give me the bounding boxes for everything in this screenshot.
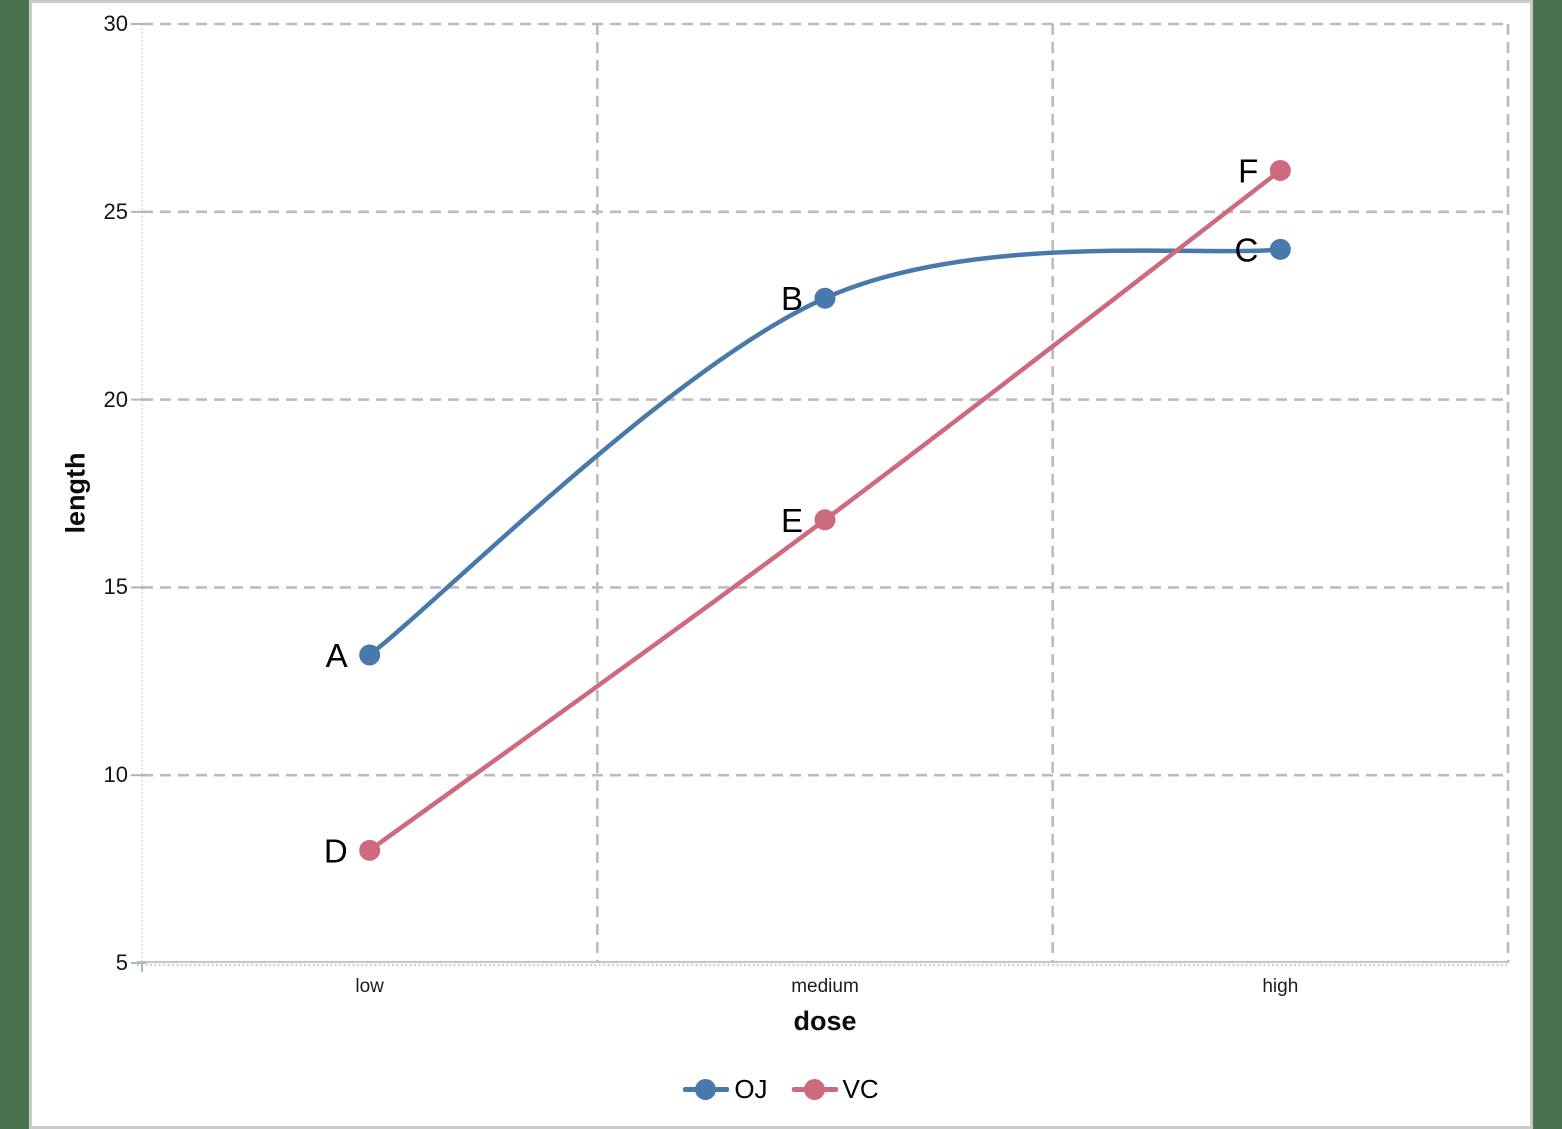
data-point-f	[1269, 159, 1291, 181]
y-tick-label: 30	[103, 11, 128, 36]
y-tick-label: 20	[103, 386, 128, 412]
point-label-f: F	[1238, 152, 1258, 189]
legend-label: VC	[842, 1074, 879, 1104]
x-tick-label-low: low	[355, 976, 384, 997]
y-tick-label: 10	[103, 762, 128, 788]
point-label-e: E	[781, 502, 803, 539]
data-point-a	[359, 644, 381, 666]
legend-line-marker-icon	[683, 1078, 730, 1100]
point-label-a: A	[326, 637, 348, 674]
y-axis-title: length	[60, 452, 91, 534]
data-point-e	[814, 509, 836, 531]
data-point-d	[359, 839, 381, 861]
legend-dot-icon	[695, 1078, 717, 1100]
data-point-c	[1269, 238, 1291, 260]
legend-item-vc: VC	[791, 1074, 879, 1104]
legend-line-marker-icon	[791, 1078, 838, 1100]
y-tick-label: 15	[103, 574, 128, 600]
legend-item-oj: OJ	[683, 1074, 768, 1104]
x-tick-label-high: high	[1262, 976, 1299, 997]
point-label-c: C	[1234, 231, 1258, 268]
data-point-b	[814, 287, 836, 309]
plot-panel	[29, 0, 1533, 1129]
legend-label: OJ	[734, 1074, 768, 1104]
chart-legend: OJ VC	[0, 1074, 1562, 1104]
x-tick-label-medium: medium	[791, 976, 859, 997]
y-tick-label: 5	[115, 950, 128, 975]
x-axis-title: dose	[793, 1006, 857, 1036]
series-line-oj	[367, 247, 1283, 658]
point-label-b: B	[781, 280, 803, 317]
point-label-d: D	[324, 832, 348, 869]
legend-dot-icon	[803, 1078, 825, 1100]
y-tick-label: 25	[103, 198, 128, 224]
